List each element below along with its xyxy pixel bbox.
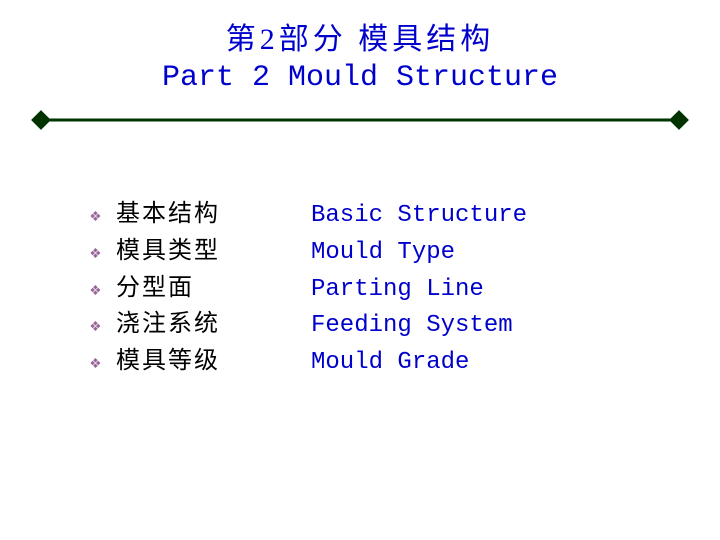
item-english: Parting Line [311, 273, 484, 308]
item-english: Basic Structure [311, 199, 527, 234]
list-item: ❖ 模具类型 Mould Type [90, 234, 720, 271]
divider-line [40, 119, 680, 122]
diamond-right-icon [669, 110, 689, 130]
item-chinese: 分型面 [116, 271, 311, 306]
bullet-icon: ❖ [90, 241, 108, 267]
item-chinese: 浇注系统 [116, 307, 311, 342]
list-item: ❖ 基本结构 Basic Structure [90, 197, 720, 234]
item-english: Mould Grade [311, 346, 469, 381]
item-english: Mould Type [311, 236, 455, 271]
item-chinese: 模具类型 [116, 234, 311, 269]
item-chinese: 模具等级 [116, 344, 311, 379]
bullet-icon: ❖ [90, 278, 108, 304]
bullet-icon: ❖ [90, 204, 108, 230]
title-english: Part 2 Mould Structure [0, 59, 720, 98]
item-english: Feeding System [311, 309, 513, 344]
item-chinese: 基本结构 [116, 197, 311, 232]
list-item: ❖ 模具等级 Mould Grade [90, 344, 720, 381]
title-container: 第2部分 模具结构 Part 2 Mould Structure [0, 0, 720, 98]
bullet-icon: ❖ [90, 351, 108, 377]
list-item: ❖ 浇注系统 Feeding System [90, 307, 720, 344]
bullet-icon: ❖ [90, 314, 108, 340]
divider [0, 113, 720, 127]
list-item: ❖ 分型面 Parting Line [90, 271, 720, 308]
title-chinese: 第2部分 模具结构 [0, 20, 720, 59]
content-list: ❖ 基本结构 Basic Structure ❖ 模具类型 Mould Type… [0, 197, 720, 381]
